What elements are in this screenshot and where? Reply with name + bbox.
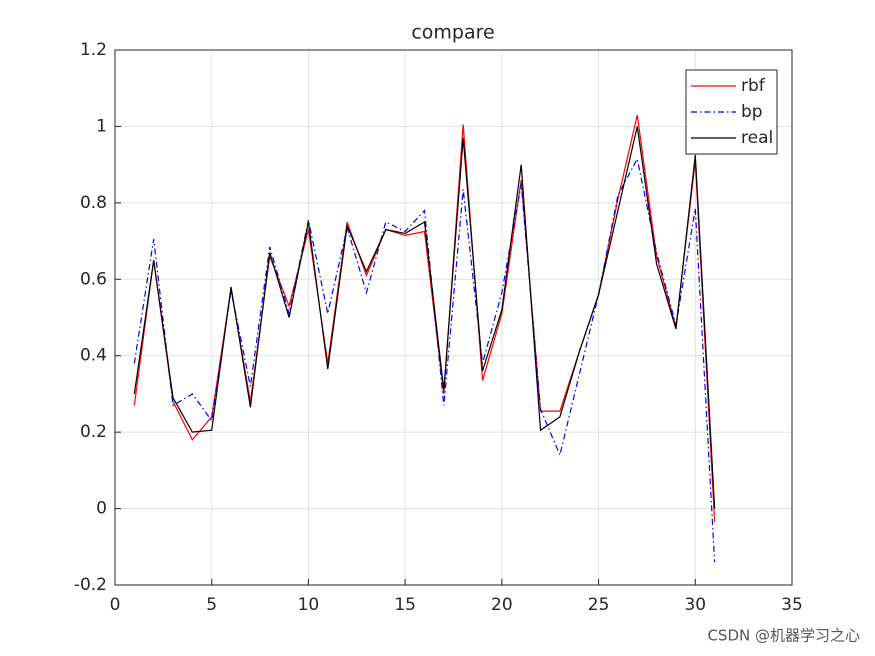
series-line	[133, 157, 716, 563]
x-tick-label: 5	[206, 595, 217, 615]
plot-frame	[114, 49, 793, 586]
chart-title: compare	[411, 22, 494, 44]
y-tick-label: 0.6	[80, 269, 107, 289]
legend-label: bp	[741, 102, 763, 122]
x-tick-label: 30	[684, 595, 706, 615]
x-tick-label: 15	[394, 595, 416, 615]
legend-label: real	[741, 128, 773, 148]
x-tick-label: 20	[491, 595, 513, 615]
watermark: CSDN @机器学习之心	[707, 627, 860, 645]
x-tick-label: 10	[298, 595, 320, 615]
y-tick-label: 0.2	[80, 422, 107, 442]
y-tick-label: 0.8	[80, 193, 107, 213]
y-tick-label: 1.2	[80, 40, 107, 60]
y-tick-label: 0.4	[80, 346, 107, 366]
x-tick-label: 35	[781, 595, 803, 615]
series-line	[133, 126, 716, 509]
y-tick-label: -0.2	[74, 575, 107, 595]
legend-label: rbf	[741, 76, 766, 96]
x-tick-label: 25	[588, 595, 610, 615]
y-tick-label: 0	[96, 499, 107, 519]
x-tick-label: 0	[110, 595, 121, 615]
y-tick-label: 1	[96, 116, 107, 136]
